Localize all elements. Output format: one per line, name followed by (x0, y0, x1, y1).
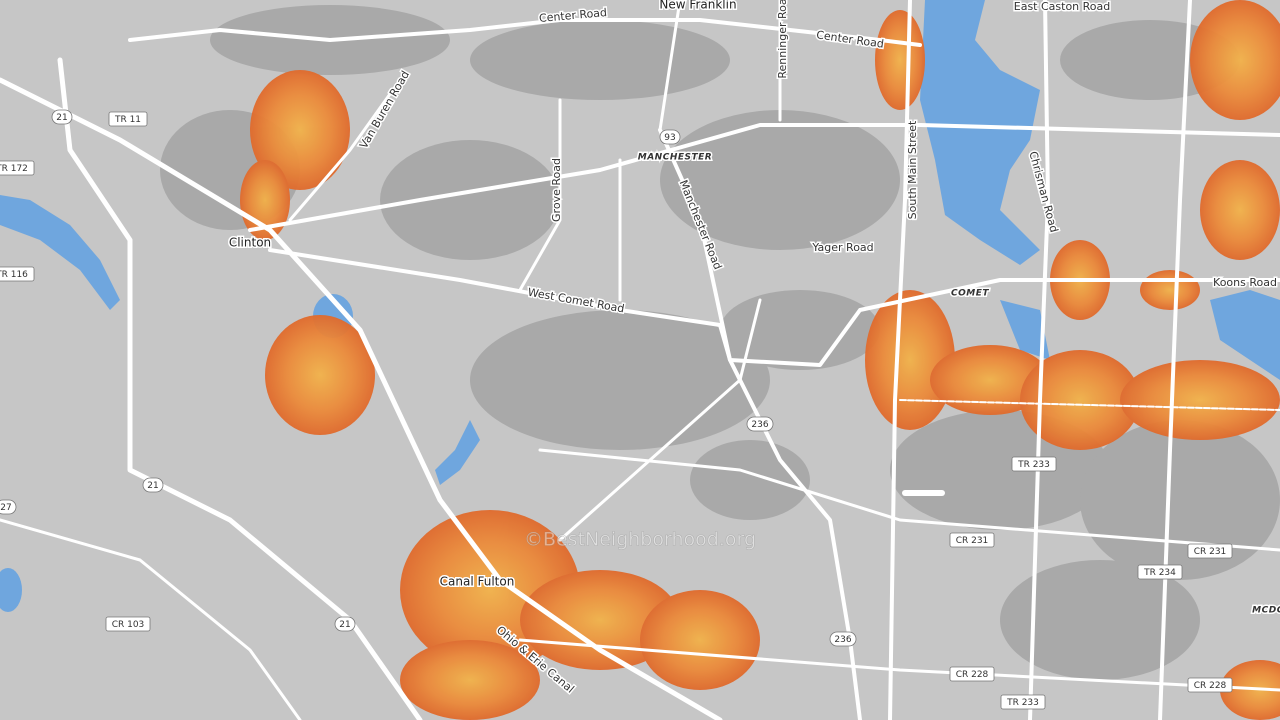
place-label: South Main Street (906, 120, 919, 219)
road-shield: TR 172 (0, 160, 35, 176)
road-shield: 236 (746, 416, 774, 432)
shield-box (0, 499, 17, 515)
place-label: MANCHESTER (638, 153, 712, 163)
road-shield: 93 (659, 129, 681, 145)
place-label: Center Road (538, 6, 607, 25)
place-label: Clinton (229, 236, 271, 250)
road-shield: 21 (51, 109, 73, 125)
road-shield: 236 (829, 631, 857, 647)
shield-label: 93 (664, 133, 675, 143)
shield-box (108, 111, 148, 127)
shield-label: 21 (56, 113, 67, 123)
place-label: Renninger Road (776, 0, 789, 79)
place-label: East Caston Road (1014, 0, 1111, 13)
shield-label: TR 116 (0, 270, 28, 280)
place-label: Yager Road (811, 241, 873, 254)
water (0, 0, 1280, 612)
shield-box (1187, 677, 1233, 693)
shield-label: CR 103 (112, 620, 145, 630)
shield-box (1187, 543, 1233, 559)
road-shield: CR 103 (105, 616, 151, 632)
shield-box (1011, 456, 1057, 472)
place-label: COMET (951, 289, 989, 299)
place-label: Koons Road (1213, 276, 1277, 289)
road-shield: TR 233 (1011, 456, 1057, 472)
road-shield: 21 (142, 477, 164, 493)
place-label: Grove Road (550, 158, 563, 222)
road-shield: CR 231 (949, 532, 995, 548)
shield-label: CR 228 (956, 670, 989, 680)
road-shield: TR 234 (1137, 564, 1183, 580)
place-label: New Franklin (659, 0, 736, 12)
shield-box (51, 109, 73, 125)
watermark: ©BestNeighborhood.org (524, 529, 756, 551)
heat-areas (240, 0, 1280, 720)
road-shield: TR 116 (0, 266, 35, 282)
road-shield: CR 231 (1187, 543, 1233, 559)
road-shield: 21 (334, 616, 356, 632)
shield-box (0, 266, 35, 282)
shields: 21 TR 11 TR 172 TR 116 93 236 21 27 TR 233 CR 231… (0, 109, 1233, 710)
place-label: Canal Fulton (440, 575, 515, 589)
shield-box (1137, 564, 1183, 580)
shield-box (746, 416, 774, 432)
shield-label: 236 (834, 635, 851, 645)
shield-label: TR 233 (1006, 698, 1039, 708)
shield-box (659, 129, 681, 145)
shield-box (1000, 694, 1046, 710)
shield-box (949, 666, 995, 682)
shield-box (0, 160, 35, 176)
shield-box (949, 532, 995, 548)
shield-label: 21 (147, 481, 158, 491)
place-label: MCDC (1252, 606, 1280, 616)
shield-label: TR 234 (1143, 568, 1176, 578)
shield-label: TR 233 (1017, 460, 1050, 470)
shield-label: 27 (0, 503, 11, 513)
shield-label: CR 231 (956, 536, 989, 546)
shield-label: CR 231 (1194, 547, 1227, 557)
shield-box (829, 631, 857, 647)
road-shield: CR 228 (949, 666, 995, 682)
shield-label: CR 228 (1194, 681, 1227, 691)
road-shield: CR 228 (1187, 677, 1233, 693)
road-shield: TR 11 (108, 111, 148, 127)
road-shield: 27 (0, 499, 17, 515)
shield-label: 236 (751, 420, 768, 430)
shield-box (334, 616, 356, 632)
shield-box (142, 477, 164, 493)
road-shield: TR 233 (1000, 694, 1046, 710)
shield-box (105, 616, 151, 632)
shield-label: TR 11 (114, 115, 141, 125)
shield-label: 21 (339, 620, 350, 630)
shield-label: TR 172 (0, 164, 28, 174)
